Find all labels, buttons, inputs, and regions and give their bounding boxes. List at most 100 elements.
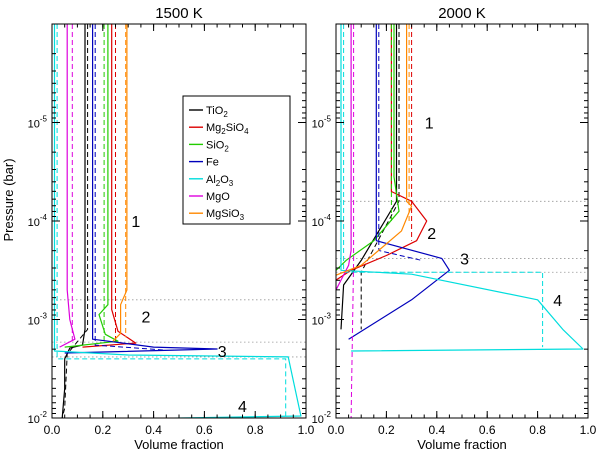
legend-label: Fe — [206, 157, 219, 169]
series-line-Mg2SiO4 — [82, 24, 137, 348]
layer-annotation: 2 — [427, 226, 436, 243]
legend-label: TiO2 — [206, 105, 228, 119]
legend-entry-TiO2: TiO2 — [189, 105, 228, 119]
series-line-SiO2 — [336, 24, 400, 271]
legend-label-subscript: 2 — [216, 179, 221, 188]
series-line-MgO — [336, 24, 352, 291]
legend-entry-Mg2SiO4: Mg2SiO4 — [189, 122, 249, 136]
y-tick-label: 10-2 — [28, 410, 48, 426]
y-tick-label: 10-4 — [312, 213, 332, 229]
y-tick-exponent: -3 — [40, 312, 48, 321]
layer-annotation: 4 — [238, 399, 247, 416]
legend-label-text: O — [220, 174, 229, 186]
x-axis-label: Volume fraction — [417, 437, 507, 452]
layer-annotation: 4 — [553, 293, 562, 310]
series-dashed-TiO2 — [61, 24, 89, 418]
layer-annotation: 3 — [218, 344, 227, 361]
legend-label-text: MgSiO — [206, 208, 240, 220]
legend-entry-MgSiO3: MgSiO3 — [189, 208, 245, 222]
legend-label-text: Al — [206, 174, 216, 186]
legend-label-subscript: 2 — [223, 110, 228, 119]
legend-label-subscript: 3 — [240, 213, 245, 222]
y-tick-exponent: -5 — [324, 115, 332, 124]
series-dashed-Fe — [378, 24, 422, 261]
x-tick-label: 0.6 — [196, 423, 213, 437]
y-tick-label: 10-2 — [312, 410, 332, 426]
series-dashed-MgO — [350, 24, 355, 418]
series-line-Al2O3 — [53, 24, 302, 418]
series-dashed-TiO2 — [360, 24, 400, 330]
y-tick-exponent: -5 — [40, 115, 48, 124]
y-tick-base: 10 — [28, 217, 40, 229]
panels: 1500 K 0.0 0.2 0.4 0.6 0.8 1.0 Volume fraction 1… — [28, 5, 597, 452]
legend-label-text: TiO — [206, 105, 224, 117]
panel-title: 2000 K — [438, 5, 486, 22]
x-tick-label: 0.4 — [428, 423, 445, 437]
y-tick-exponent: -4 — [40, 213, 48, 222]
legend-label-subscript: 2 — [224, 144, 229, 153]
x-axis-label: Volume fraction — [134, 437, 224, 452]
legend-label: MgO — [206, 191, 230, 203]
y-tick-base: 10 — [312, 217, 324, 229]
legend-label-subscript: 4 — [244, 127, 249, 136]
y-tick-label: 10-5 — [28, 115, 48, 131]
y-tick-base: 10 — [312, 414, 324, 426]
y-tick-base: 10 — [312, 119, 324, 131]
series-line-TiO2 — [340, 24, 398, 330]
y-axis-label: Pressure (bar) — [1, 158, 16, 241]
y-tick-base: 10 — [28, 119, 40, 131]
series-dashed-Fe — [94, 24, 164, 351]
x-tick-label: 0.0 — [328, 423, 345, 437]
panel-2: 2000 K 0.0 0.2 0.4 0.6 0.8 1.0 Volume fraction 1… — [312, 5, 597, 452]
y-tick-label: 10-3 — [28, 312, 48, 328]
legend-label-text: Mg — [206, 122, 221, 134]
legend-entry-MgO: MgO — [189, 191, 230, 203]
panel-1: 1500 K 0.0 0.2 0.4 0.6 0.8 1.0 Volume fraction 1… — [28, 5, 315, 452]
series-dashed-Al2O3 — [343, 24, 544, 348]
layer-annotation: 1 — [131, 214, 140, 231]
layer-annotation: 1 — [425, 116, 434, 133]
x-tick-label: 0.2 — [378, 423, 395, 437]
y-tick-exponent: -3 — [324, 312, 332, 321]
series-line-MgSiO3 — [112, 24, 128, 342]
legend-label-subscript: 3 — [229, 179, 234, 188]
series-line-Fe — [348, 24, 450, 340]
y-tick-label: 10-5 — [312, 115, 332, 131]
legend-label-text: SiO — [206, 139, 225, 151]
legend-label: Al2O3 — [206, 174, 234, 188]
x-tick-label: 1.0 — [580, 423, 597, 437]
legend-entry-Al2O3: Al2O3 — [189, 174, 234, 188]
legend-entry-SiO2: SiO2 — [189, 139, 229, 153]
legend-label: Mg2SiO4 — [206, 122, 249, 136]
x-tick-label: 0.4 — [145, 423, 162, 437]
series-line-TiO2 — [61, 24, 86, 418]
x-tick-label: 1.0 — [298, 423, 315, 437]
x-tick-label: 0.6 — [479, 423, 496, 437]
y-tick-exponent: -4 — [324, 213, 332, 222]
panel-title: 1500 K — [155, 5, 203, 22]
legend-label-text: MgO — [206, 191, 230, 203]
x-tick-label: 0.8 — [247, 423, 264, 437]
legend-entry-Fe: Fe — [189, 157, 219, 169]
x-tick-label: 0.8 — [529, 423, 546, 437]
y-tick-label: 10-4 — [28, 213, 48, 229]
series-group — [53, 24, 302, 418]
layer-annotation: 2 — [142, 310, 151, 327]
x-tick-label: 0.0 — [44, 423, 61, 437]
legend-label: SiO2 — [206, 139, 229, 153]
series-line-SiO2 — [64, 24, 119, 348]
series-line-Mg2SiO4 — [336, 24, 428, 281]
y-tick-base: 10 — [28, 414, 40, 426]
series-line-Al2O3 — [340, 24, 584, 352]
legend-box — [182, 95, 291, 225]
legend-label-text: SiO — [226, 122, 245, 134]
legend-label: MgSiO3 — [206, 208, 245, 222]
series-line-Fe — [64, 24, 218, 354]
legend-label-text: Fe — [206, 157, 219, 169]
x-tick-label: 0.2 — [94, 423, 111, 437]
layer-annotation: 3 — [460, 251, 469, 268]
series-line-MgO — [59, 24, 76, 348]
